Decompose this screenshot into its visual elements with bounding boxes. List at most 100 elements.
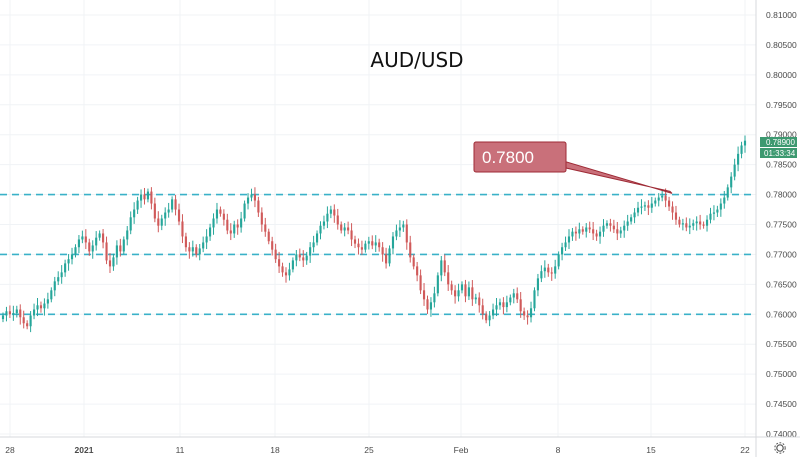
candle [184, 232, 187, 252]
candle-body [443, 260, 446, 273]
candle-body [557, 254, 560, 267]
candle [336, 208, 339, 230]
x-tick-label: 28 [5, 445, 15, 455]
candle [422, 283, 426, 306]
candle [105, 236, 108, 265]
candle [326, 206, 329, 229]
candle-body [491, 309, 495, 316]
candle-body [67, 259, 70, 264]
candle [36, 297, 39, 317]
candle-body [171, 199, 174, 210]
candle [385, 247, 388, 269]
candle-body [716, 209, 719, 213]
candle [119, 238, 122, 257]
candle-body [32, 309, 36, 316]
candle-body [478, 297, 481, 306]
candle-body [105, 242, 108, 261]
candle-body [564, 242, 567, 248]
candle-body [174, 199, 177, 210]
candle [388, 245, 391, 267]
y-tick-label: 0.80000 [766, 70, 797, 80]
candle [585, 223, 588, 238]
candle-body [233, 224, 236, 234]
candle [630, 214, 633, 225]
candle-body [136, 200, 139, 210]
candle-body [340, 224, 343, 231]
candle [688, 218, 691, 235]
candle-body [146, 191, 150, 200]
candle [529, 301, 533, 323]
x-tick-label: 2021 [75, 445, 94, 455]
candle-body [533, 290, 536, 309]
settings-gear-icon[interactable] [774, 442, 786, 454]
candle-body [743, 140, 747, 146]
candle [329, 205, 332, 219]
candle-body [191, 247, 194, 252]
candle [5, 306, 8, 322]
candle-body [398, 227, 401, 231]
candle-body [671, 206, 674, 213]
candle [32, 303, 36, 320]
candle [202, 236, 205, 253]
candle-body [385, 254, 388, 264]
candle-body [433, 293, 436, 303]
candle [709, 207, 712, 224]
candle [692, 219, 695, 231]
candle-body [657, 197, 660, 201]
x-axis: 28 2021 11 18 25 Feb 8 15 22 [0, 436, 800, 455]
candle-body [705, 219, 709, 226]
candle [605, 220, 609, 229]
candle-body [467, 287, 470, 297]
candle [574, 226, 577, 241]
candle-body [50, 290, 53, 300]
candle [115, 240, 118, 265]
candle-body [585, 227, 588, 232]
candle-body [53, 281, 56, 291]
candle-body [688, 225, 691, 228]
candle-body [91, 245, 94, 252]
candle-body [95, 237, 98, 246]
candle [136, 196, 139, 214]
candle-body [122, 239, 125, 252]
x-tick-label: 18 [270, 445, 280, 455]
candle [139, 189, 143, 208]
candle-body [12, 313, 15, 315]
candle [592, 221, 595, 241]
candle [281, 262, 284, 277]
candle [374, 235, 377, 253]
candle-body [737, 153, 740, 165]
last-price-tag [760, 137, 797, 147]
candle [523, 307, 526, 320]
candle-body [609, 223, 612, 226]
y-tick-label: 0.76000 [766, 309, 797, 319]
candlestick-series [1, 135, 747, 333]
candle-body [108, 260, 112, 267]
candle-body [450, 284, 453, 291]
candle [15, 305, 18, 318]
candle [74, 244, 77, 258]
candle-body [274, 249, 277, 260]
candle-body [712, 212, 716, 214]
candle-body [664, 195, 667, 201]
candle [602, 219, 605, 237]
candle-body [39, 305, 43, 309]
candle [740, 141, 743, 159]
candle-body [595, 233, 598, 237]
candle-body [540, 271, 543, 279]
candle [616, 221, 619, 241]
candle [450, 280, 453, 295]
candle-body [378, 242, 381, 248]
candle [153, 197, 156, 223]
candle [333, 204, 336, 223]
candle [205, 229, 208, 250]
candle [509, 294, 512, 306]
candle [609, 218, 612, 232]
candle-body [471, 287, 474, 300]
candle-body [416, 266, 419, 276]
candle-body [257, 200, 260, 213]
candle [636, 201, 640, 217]
candle-body [215, 209, 219, 219]
candle [229, 223, 232, 241]
candle [29, 311, 32, 333]
candle-body [371, 241, 374, 246]
